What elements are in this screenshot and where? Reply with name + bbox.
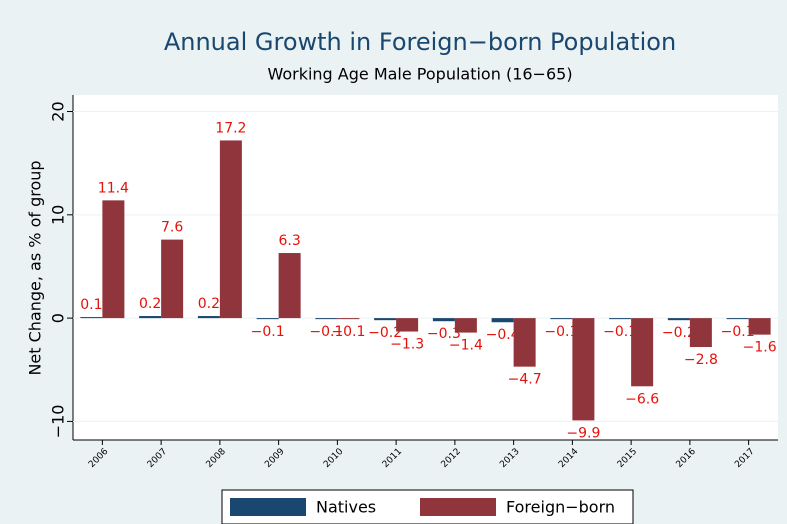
value-label: −1.4 <box>449 338 483 354</box>
bar <box>726 318 749 320</box>
chart-title: Annual Growth in Foreign−born Population <box>164 28 676 56</box>
bar <box>396 318 419 332</box>
bar <box>256 318 279 320</box>
value-label: 17.2 <box>215 120 246 136</box>
value-label: −0.1 <box>309 324 343 340</box>
value-label: 0.2 <box>139 296 161 312</box>
bar <box>454 318 477 333</box>
value-label: −1.3 <box>390 337 424 353</box>
y-tick-label: 0 <box>49 313 68 323</box>
value-label: −0.4 <box>486 327 520 343</box>
bar <box>513 318 536 367</box>
plot-area <box>73 95 778 440</box>
chart-subtitle: Working Age Male Population (16−65) <box>267 65 572 84</box>
value-label: 7.6 <box>161 220 183 236</box>
y-axis-label: Net Change, as % of group <box>26 160 45 375</box>
value-label: −0.1 <box>544 324 578 340</box>
bar <box>748 318 771 335</box>
y-tick-label: 20 <box>49 101 68 121</box>
bar <box>102 200 125 319</box>
value-label: −0.1 <box>721 324 755 340</box>
bar <box>197 316 220 319</box>
legend-swatch <box>230 498 306 516</box>
value-label: −1.6 <box>743 340 777 356</box>
bar <box>689 318 712 348</box>
value-label: 0.1 <box>80 297 102 313</box>
bar <box>491 318 514 323</box>
bar <box>609 318 632 320</box>
value-label: −0.1 <box>251 324 285 340</box>
bar <box>219 140 242 319</box>
value-label: −0.1 <box>331 324 365 340</box>
value-label: 11.4 <box>98 180 129 196</box>
bar <box>278 253 301 319</box>
bar <box>631 318 654 387</box>
bar <box>80 317 103 319</box>
value-label: −4.7 <box>508 372 542 388</box>
value-label: −0.3 <box>427 326 461 342</box>
bar <box>161 239 184 319</box>
bar <box>572 318 595 421</box>
value-label: 0.2 <box>198 296 220 312</box>
bar <box>139 316 162 319</box>
bar <box>374 318 397 321</box>
value-label: −6.6 <box>625 391 659 407</box>
value-label: −9.9 <box>566 425 600 441</box>
y-tick-label: 10 <box>49 205 68 225</box>
value-label: −2.8 <box>684 352 718 368</box>
legend-label: Foreign−born <box>506 498 615 517</box>
value-label: 6.3 <box>278 233 300 249</box>
y-tick-label: −10 <box>49 405 68 439</box>
bar <box>550 318 573 320</box>
bar <box>667 318 690 321</box>
value-label: −0.1 <box>603 324 637 340</box>
bar <box>432 318 455 322</box>
bar <box>315 318 338 320</box>
value-label: −0.2 <box>368 325 402 341</box>
value-label: −0.2 <box>662 325 696 341</box>
legend-swatch <box>420 498 496 516</box>
legend-label: Natives <box>316 498 376 517</box>
bar <box>337 318 360 320</box>
